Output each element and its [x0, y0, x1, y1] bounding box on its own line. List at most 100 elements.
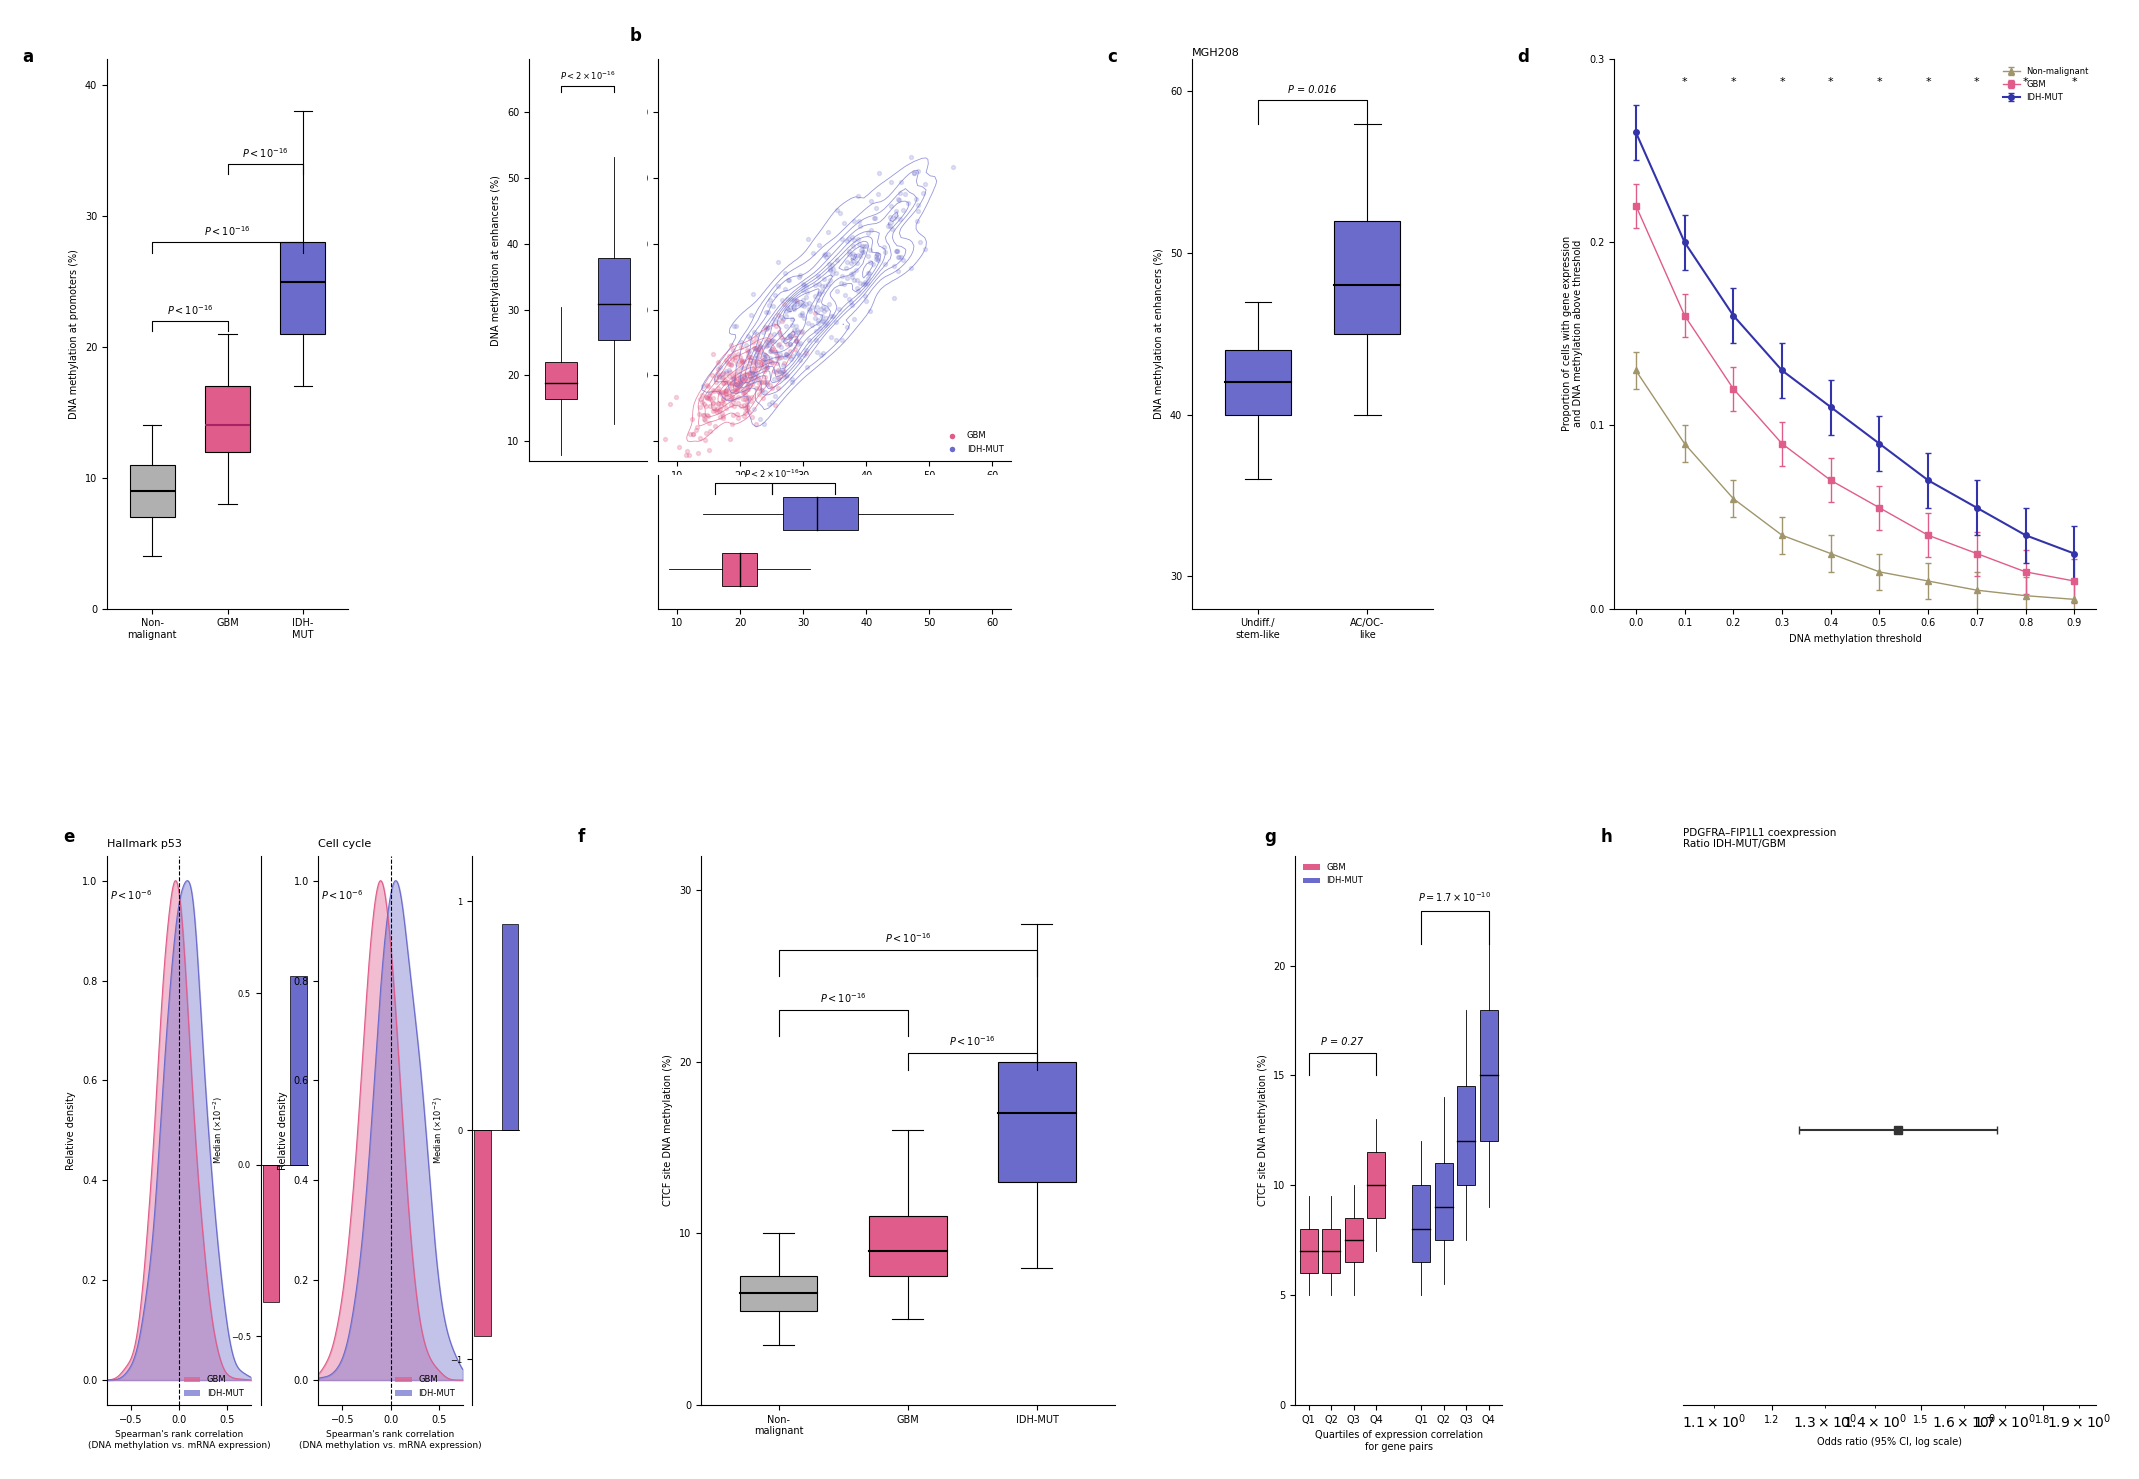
Point [845, 240, 879, 263]
Point [787, 306, 821, 330]
Point [770, 333, 804, 356]
Point [729, 377, 764, 401]
Y-axis label: CTCF site DNA methylation (%): CTCF site DNA methylation (%) [663, 1055, 674, 1207]
Point [717, 404, 751, 427]
Y-axis label: Relative density: Relative density [278, 1092, 289, 1170]
Point [879, 240, 913, 263]
Point [723, 373, 757, 396]
Bar [503, 924, 518, 1130]
Text: *: * [1829, 77, 1833, 87]
Point [761, 334, 796, 358]
Point [847, 269, 881, 293]
Point [717, 337, 751, 361]
Point [712, 371, 747, 395]
Point [768, 299, 802, 322]
Point [815, 257, 849, 281]
Point [712, 387, 747, 411]
FancyBboxPatch shape [1367, 1152, 1386, 1219]
Point [742, 340, 776, 364]
Point [753, 293, 787, 317]
Point [738, 355, 772, 379]
Point [772, 333, 806, 356]
Point [652, 392, 687, 416]
Point [849, 271, 883, 294]
Point [776, 345, 811, 368]
Point [747, 352, 781, 376]
Point [687, 404, 721, 427]
Point [768, 260, 802, 284]
Point [729, 333, 764, 356]
Point [708, 382, 742, 405]
Point [789, 280, 824, 303]
Point [749, 315, 783, 339]
Point [802, 272, 836, 296]
Point [695, 364, 729, 387]
Point [740, 355, 774, 379]
Point [764, 345, 798, 368]
Point [826, 226, 860, 250]
Point [714, 373, 749, 396]
Point [830, 315, 864, 339]
Point [779, 318, 813, 342]
Point [702, 356, 736, 380]
Point [736, 361, 770, 385]
Point [687, 427, 721, 451]
Point [706, 386, 740, 410]
Point [727, 349, 761, 373]
Point [706, 387, 740, 411]
Point [834, 266, 868, 290]
Point [813, 291, 847, 315]
Point [734, 386, 768, 410]
Point [937, 155, 971, 179]
Point [776, 293, 811, 317]
Text: g: g [1264, 828, 1277, 846]
Point [712, 364, 747, 387]
Point [744, 371, 779, 395]
Point [851, 222, 886, 246]
Point [734, 373, 768, 396]
Point [732, 339, 766, 362]
Point [717, 343, 751, 367]
Point [858, 247, 892, 271]
Point [804, 343, 838, 367]
Text: a: a [24, 49, 34, 67]
Point [764, 325, 798, 349]
Point [723, 373, 757, 396]
Point [849, 290, 883, 314]
Point [809, 246, 843, 269]
Point [896, 161, 930, 185]
Point [851, 260, 886, 284]
Text: $P < 10^{-16}$: $P < 10^{-16}$ [950, 1034, 995, 1049]
FancyBboxPatch shape [999, 1062, 1076, 1182]
Point [836, 308, 871, 331]
Point [757, 393, 791, 417]
Point [875, 170, 909, 194]
X-axis label: DNA methylation threshold: DNA methylation threshold [1788, 634, 1921, 643]
Point [781, 333, 815, 356]
Point [830, 266, 864, 290]
X-axis label: DNA methylation at promoters (%): DNA methylation at promoters (%) [751, 487, 920, 497]
Point [740, 365, 774, 389]
Point [676, 423, 710, 447]
Point [702, 364, 736, 387]
Point [828, 272, 862, 296]
Point [749, 349, 783, 373]
Point [740, 337, 774, 361]
Point [710, 349, 744, 373]
Point [648, 427, 682, 451]
Point [847, 240, 881, 263]
Point [751, 355, 785, 379]
Point [798, 328, 832, 352]
Point [779, 328, 813, 352]
Point [774, 308, 809, 331]
FancyBboxPatch shape [599, 257, 631, 340]
Point [702, 399, 736, 423]
Point [772, 324, 806, 348]
Point [772, 339, 806, 362]
Text: *: * [2071, 77, 2077, 87]
Point [676, 423, 710, 447]
Point [836, 246, 871, 269]
Point [747, 386, 781, 410]
Point [729, 374, 764, 398]
Point [781, 319, 815, 343]
